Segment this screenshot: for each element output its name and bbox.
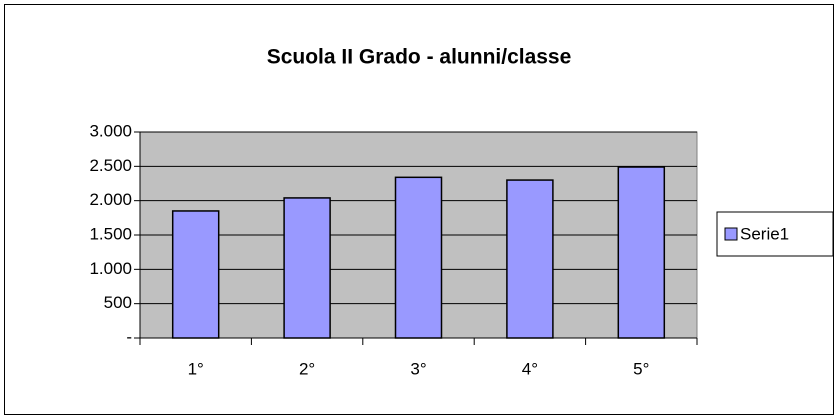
bar [171, 210, 220, 339]
y-tick-label: 3.000 [89, 121, 132, 140]
y-tick-label: 2.500 [89, 156, 132, 175]
y-tick-label: - [126, 327, 132, 346]
legend-label: Serie1 [740, 224, 789, 243]
x-tick-label: 3° [410, 359, 426, 378]
y-tick-label: 1.500 [89, 224, 132, 243]
x-tick-label: 5° [633, 359, 649, 378]
x-tick-label: 4° [522, 359, 538, 378]
y-tick-label: 500 [104, 293, 132, 312]
bar [283, 197, 331, 339]
y-tick-label: 2.000 [89, 190, 132, 209]
bar [617, 166, 666, 339]
chart-title: Scuola II Grado - alunni/classe [267, 46, 572, 69]
legend-swatch [724, 227, 738, 241]
bar [506, 179, 554, 339]
x-tick-label: 2° [299, 359, 315, 378]
y-tick-label: 1.000 [89, 259, 132, 278]
bar [394, 176, 443, 339]
x-tick-label: 1° [188, 359, 204, 378]
